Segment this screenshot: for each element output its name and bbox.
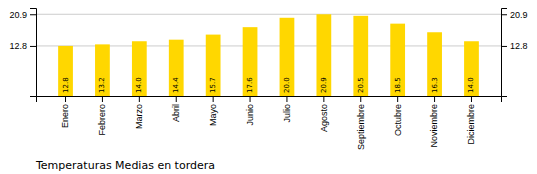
tick-label: Diciembre [466,104,476,145]
tick: 12.8 [501,41,528,51]
tick-mark [176,96,177,102]
tick-label: 20.9 [9,10,27,20]
grid-line [36,14,501,15]
tick: Enero [60,96,70,128]
tick: 20.9 [9,10,36,20]
data-label: 13.2 [98,77,106,93]
tick-label: 12.8 [510,41,528,51]
tick: 12.8 [9,41,36,51]
x-axis: Enero Febrero Marzo Abril Mayo Junio Julio Agos… [37,96,502,150]
tick: Mayo [208,96,218,126]
tick: Noviembre [429,96,439,148]
tick-mark [360,96,361,102]
chart: 12.8 13.2 14.0 14.4 15.7 17.6 20.0 20.9 20.5 18.5… [0,0,537,174]
tick-label: Septiembre [356,104,366,150]
title: Temperaturas Medias en tordera [35,159,215,172]
data-label: 20.9 [320,77,328,93]
bar [169,40,184,96]
tick: Agosto [319,96,329,132]
data-label: 18.5 [394,77,402,93]
tick-mark [250,96,251,102]
tick-mark [286,96,287,102]
tick-mark [213,96,214,102]
tick: Febrero [97,96,107,136]
bar [280,18,295,96]
tick-label: Julio [282,104,292,123]
axis-line [37,97,502,103]
tick-mark [65,96,66,102]
data-label: 14.0 [467,77,475,93]
plot: 12.8 13.2 14.0 14.4 15.7 17.6 20.0 20.9 20.5 18.5… [9,9,527,151]
tick-mark [102,96,103,102]
tick-mark [471,96,472,102]
data-label: 15.7 [209,77,217,93]
tick: Abril [171,96,181,122]
tick: Diciembre [466,96,476,145]
tick-mark [397,96,398,102]
tick: Septiembre [356,96,366,150]
bar [464,41,479,96]
bar [390,24,405,96]
data-label: 14.0 [135,77,143,93]
bar [206,35,221,96]
tick-label: Junio [245,104,255,126]
tick-label: Noviembre [429,104,439,148]
tick: Octubre [393,96,403,136]
data-label: 14.4 [172,77,180,93]
data-label: 20.5 [357,77,365,93]
data-label: 16.3 [431,77,439,93]
tick-mark [30,46,36,47]
tick-mark [30,14,36,15]
bar [95,44,110,96]
tick-mark [434,96,435,102]
tick-mark [501,46,507,47]
tick-label: Agosto [319,104,329,132]
y2-axis: 12.8 20.9 [501,9,528,97]
bar [316,14,331,96]
bar [427,32,442,96]
tick-mark [139,96,140,102]
data-labels: 12.8 13.2 14.0 14.4 15.7 17.6 20.0 20.9 20.5 18.5… [62,77,476,93]
tick-mark [323,96,324,102]
bar [58,46,73,96]
tick-label: 12.8 [9,41,27,51]
bar [353,16,368,96]
tick: 20.9 [501,10,528,20]
tick: Junio [245,96,255,126]
tick-label: Enero [60,104,70,128]
data-label: 20.0 [283,77,291,93]
tick-label: 20.9 [510,10,528,20]
bar [243,27,258,96]
tick-label: Octubre [393,104,403,136]
tick-label: Marzo [134,104,144,129]
bars [58,14,479,96]
axis-line [502,9,508,97]
tick-label: Mayo [208,104,218,126]
tick-mark [501,14,507,15]
bar [132,41,147,96]
axis-line [30,9,37,97]
tick: Marzo [134,96,144,129]
y-axis: 12.8 20.9 [9,9,36,97]
tick: Julio [282,96,292,123]
data-label: 17.6 [246,77,254,93]
tick-label: Abril [171,104,181,122]
data-label: 12.8 [62,77,70,93]
tick-label: Febrero [97,104,107,136]
